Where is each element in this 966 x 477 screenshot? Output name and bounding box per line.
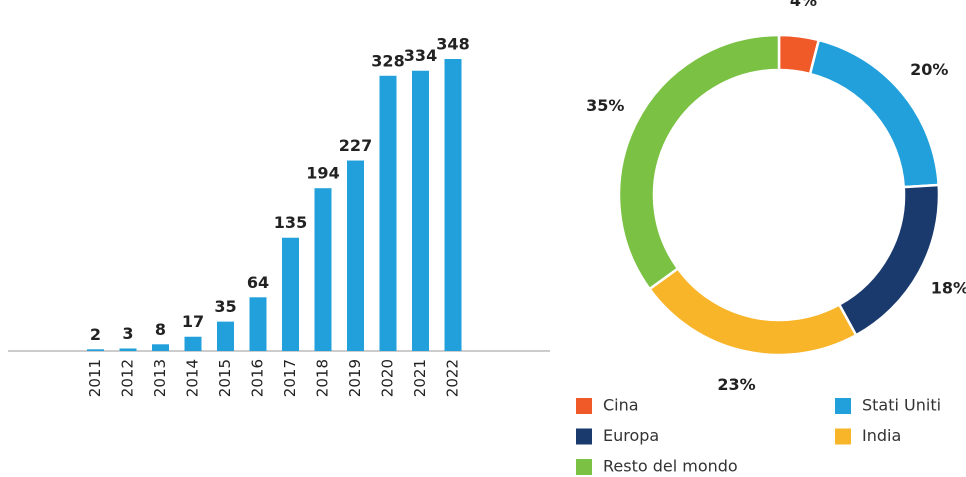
legend-label: India	[862, 426, 901, 445]
bar	[249, 297, 267, 351]
bar	[282, 237, 299, 351]
value-label: 2	[90, 325, 101, 344]
bar	[379, 75, 397, 351]
legend-label: Stati Uniti	[862, 396, 941, 415]
value-label: 8	[155, 320, 166, 339]
value-label: 194	[306, 164, 339, 183]
donut-segment	[837, 183, 941, 337]
value-label: 18%	[931, 278, 966, 297]
bar	[314, 188, 332, 351]
x-tick-label: 2013	[151, 359, 169, 397]
value-label: 64	[247, 273, 269, 292]
value-label: 227	[339, 136, 372, 155]
x-tick-label: 2018	[314, 359, 332, 397]
bar	[347, 160, 364, 351]
legend-label: Resto del mondo	[603, 457, 738, 476]
x-tick-label: 2012	[119, 359, 137, 397]
bar	[444, 59, 462, 351]
legend-swatch	[576, 459, 592, 475]
x-tick-label: 2017	[281, 359, 299, 397]
legend-label: Cina	[603, 396, 639, 415]
legend-swatch	[576, 398, 592, 414]
x-tick-label: 2016	[249, 359, 267, 397]
value-label: 23%	[717, 375, 755, 394]
bar	[412, 70, 429, 351]
x-tick-label: 2021	[411, 359, 429, 397]
value-label: 35	[214, 297, 236, 316]
value-label: 4%	[790, 0, 817, 10]
legend-swatch	[835, 428, 851, 445]
x-tick-label: 2015	[216, 359, 234, 397]
bar	[87, 349, 104, 351]
value-label: 3	[122, 324, 133, 343]
x-tick-label: 2011	[86, 359, 104, 397]
legend-swatch	[835, 398, 851, 414]
x-tick-label: 2019	[346, 359, 364, 397]
x-tick-label: 2022	[444, 359, 462, 397]
value-label: 35%	[586, 96, 624, 115]
value-label: 328	[371, 51, 404, 70]
x-tick-label: 2014	[184, 359, 202, 397]
bar	[119, 348, 137, 351]
x-tick-label: 2020	[379, 359, 397, 397]
value-label: 17	[182, 312, 204, 331]
value-label: 348	[436, 35, 469, 54]
value-label: 20%	[910, 60, 948, 79]
value-label: 135	[274, 213, 307, 232]
donut-segment	[647, 266, 858, 357]
legend-label: Europa	[603, 426, 659, 445]
value-label: 334	[404, 46, 437, 65]
bar	[217, 321, 234, 351]
bar	[152, 344, 169, 351]
bar	[184, 336, 202, 351]
legend-swatch	[576, 428, 592, 445]
donut-segment	[617, 33, 781, 291]
